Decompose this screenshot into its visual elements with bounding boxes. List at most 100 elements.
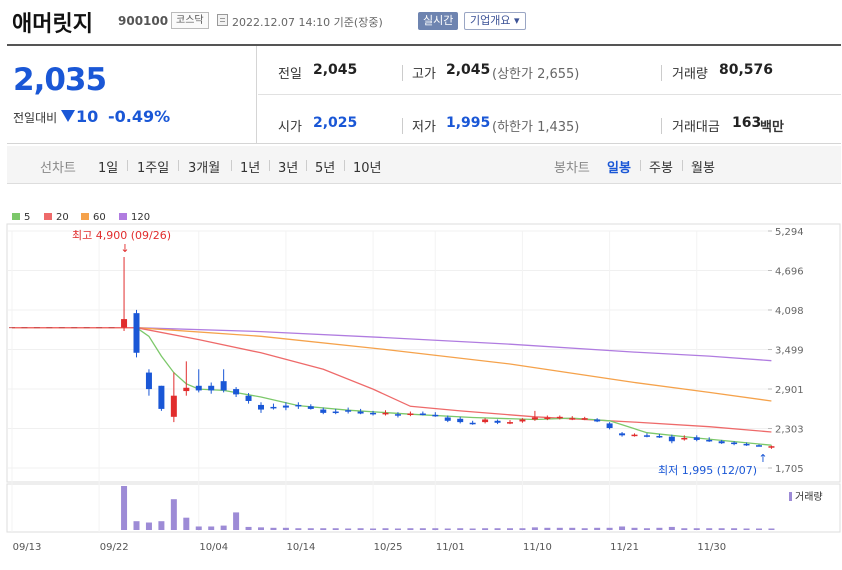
legend-ma120: 120 [131,212,150,223]
current-price: 2,035 [13,62,107,98]
separator [269,160,270,171]
candle-body [693,437,700,440]
candle-body [681,437,688,440]
legend-ma60: 60 [93,212,106,223]
legend-ma5: 5 [24,212,30,223]
volume-legend: 거래량 [795,491,823,503]
candle-body [270,406,277,409]
calendar-icon [217,14,228,26]
candle-body [332,411,339,414]
candle-body [195,385,202,391]
candle-body [507,422,513,424]
volume-bar [121,486,128,530]
legend-swatch-ma20 [44,213,52,220]
current-price-box: 2,035 전일대비 10 -0.49% [7,46,257,143]
ma-line-ma5 [136,327,772,446]
y-axis: 5,294 4,696 4,098 3,499 2,901 2,303 1,705 [768,227,804,475]
y-tick-label: 4,696 [775,266,804,277]
y-tick-label: 2,303 [775,425,804,436]
candle-daily[interactable]: 일봉 [607,161,631,176]
change-value: 10 [76,107,99,126]
volume-bar [245,526,252,530]
stats-row-2: 시가 2,025 저가 1,995 (하한가 1,435) 거래대금 163 백… [278,115,838,136]
volume-bar [569,527,576,530]
candle-body [307,406,314,409]
candle-body [357,411,364,414]
lower-limit: (하한가 1,435) [492,120,580,135]
price-plot-area [6,223,841,483]
legend-ma20: 20 [56,212,69,223]
legend-swatch-ma120 [119,213,127,220]
volume-bar [606,527,613,530]
candle-body [133,313,140,353]
upper-limit: (상한가 2,655) [492,67,580,82]
x-tick-label: 11/30 [697,542,726,553]
open-label: 시가 [278,120,302,135]
legend-swatch-ma60 [81,213,89,220]
separator [306,160,307,171]
x-tick-label: 09/13 [13,542,42,553]
realtime-button[interactable]: 실시간 [418,12,459,30]
candle-body [519,419,526,422]
volume-bar [693,528,700,530]
stock-header: 애머릿지 900100 코스닥 2022.12.07 14:10 기준(장중) … [0,0,842,44]
volume-bar [718,528,725,530]
open-value: 2,025 [313,115,358,131]
timestamp: 2022.12.07 14:10 기준(장중) [232,16,383,29]
volume-bar [743,528,750,530]
volume-bar [208,526,215,530]
market-badge: 코스닥 [171,12,209,29]
volume-bar [145,522,152,530]
candle-body [295,404,302,407]
volume-bar [357,528,364,530]
x-tick-label: 10/14 [286,542,315,553]
x-tick-label: 10/25 [374,542,403,553]
low-label: 저가 [412,120,436,135]
change-label: 전일대비 [13,111,58,125]
ma-line-ma60 [12,327,772,402]
volume-bar [220,525,227,530]
volume-bar [258,527,264,530]
period-1y[interactable]: 1년 [240,161,261,176]
candle-body [718,441,725,444]
period-5y[interactable]: 5년 [315,161,336,176]
candle-weekly[interactable]: 주봉 [649,161,673,176]
period-3m[interactable]: 3개월 [188,161,221,176]
volume-bar [444,528,451,530]
candle-body [768,446,775,448]
volume-bar [282,527,289,530]
candle-body [394,414,401,416]
candle-body [183,387,190,392]
x-tick-label: 11/21 [610,542,639,553]
volume-bar [594,527,601,530]
company-overview-button[interactable]: 기업개요 ▾ [464,12,526,30]
volume-bar [345,528,352,530]
high-annotation-arrow: ↓ [120,242,129,255]
candle-body [668,436,675,442]
period-1w[interactable]: 1주일 [137,161,170,176]
moving-average-lines [12,327,772,446]
y-tick-label: 4,098 [775,306,804,317]
candle-body [469,422,476,425]
x-tick-label: 09/22 [100,542,129,553]
candle-body [245,395,252,401]
candle-monthly[interactable]: 월봉 [691,161,715,176]
period-1d[interactable]: 1일 [98,161,119,176]
price-chart: 5 20 60 120 5,294 4,696 4,098 3,499 2,901 2,3… [0,200,842,570]
volume-bar [370,528,377,530]
period-10y[interactable]: 10년 [353,161,382,176]
candle-body [382,412,389,415]
ma-line-ma20 [12,327,772,433]
candle-body [544,417,551,419]
y-tick-label: 2,901 [775,385,804,396]
candle-body [370,412,377,415]
volume-bar [544,527,551,530]
volume-bar [731,528,738,530]
prev-close-label: 전일 [278,67,302,82]
candle-body [656,435,663,438]
candle-body [419,413,426,416]
volume-bar [556,527,563,530]
high-value: 2,045 [446,62,491,78]
period-3y[interactable]: 3년 [278,161,299,176]
volume-bar [519,528,526,530]
